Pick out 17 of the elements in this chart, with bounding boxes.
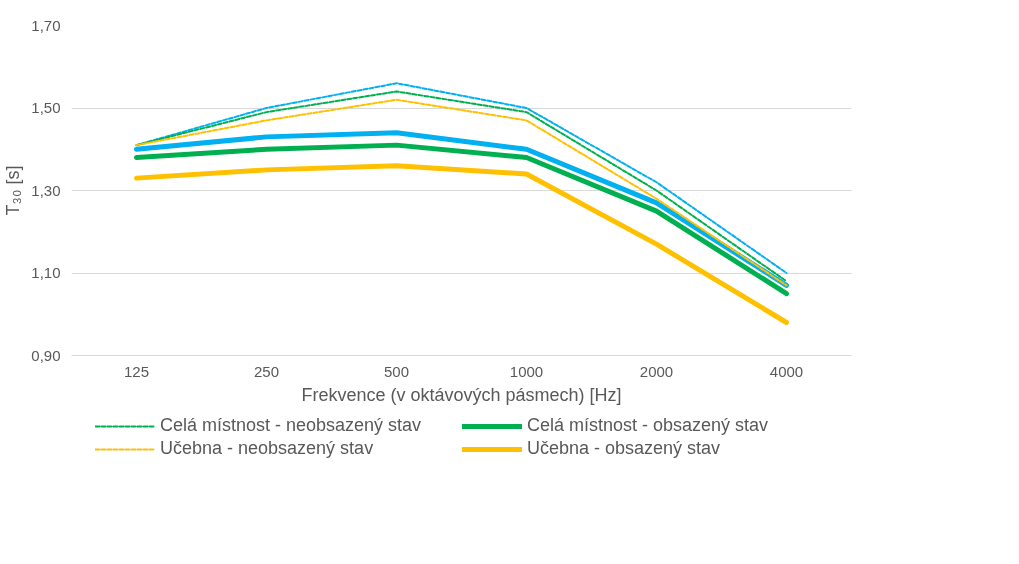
x-tick-label: 4000 <box>769 362 804 380</box>
x-tick-label: 250 <box>253 362 280 380</box>
y-tick-label: 1,30 <box>31 181 61 199</box>
x-tick-label: 125 <box>123 362 150 380</box>
legend-label: Učebna - obsazený stav <box>527 438 722 459</box>
y-tick-label: 1,10 <box>31 264 61 281</box>
legend-label: Učebna - neobsazený stav <box>160 438 375 459</box>
x-tick-label: 500 <box>383 362 410 380</box>
y-axis-title: T₃₀ [s] <box>3 165 24 216</box>
x-tick-label: 2000 <box>639 362 674 380</box>
y-tick-label: 1,50 <box>31 99 61 116</box>
legend-label: Celá místnost - obsazený stav <box>527 415 770 436</box>
x-tick-label: 1000 <box>509 362 544 380</box>
y-tick-label: 0,90 <box>31 346 61 364</box>
legend-label: Celá místnost - neobsazený stav <box>160 415 423 436</box>
x-axis-title: Frekvence (v oktávových pásmech) [Hz] <box>301 384 622 405</box>
y-tick-label: 1,70 <box>31 16 61 34</box>
